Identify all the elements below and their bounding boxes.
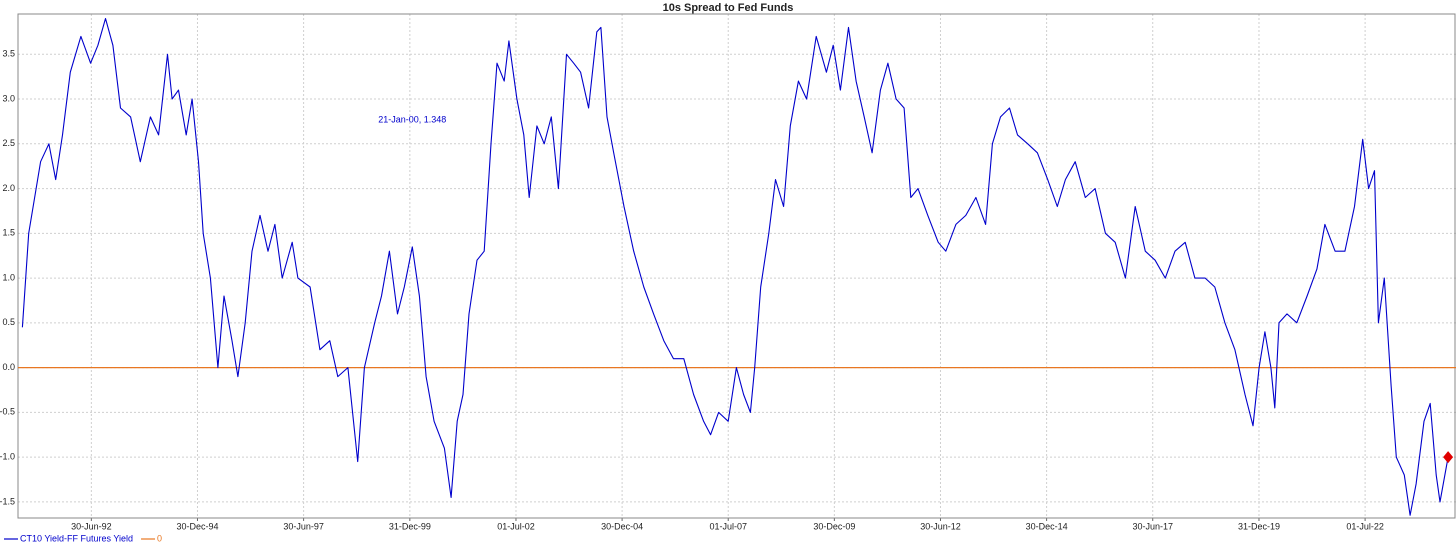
y-tick-label: -1.5 xyxy=(0,496,15,506)
x-tick-label: 30-Dec-09 xyxy=(813,521,855,531)
x-tick-label: 30-Jun-12 xyxy=(920,521,961,531)
y-tick-label: 2.0 xyxy=(2,183,15,193)
last-value-marker xyxy=(1443,451,1454,464)
plot-frame xyxy=(17,13,1456,519)
legend-label: 0 xyxy=(157,533,162,543)
x-tick-label: 01-Jul-07 xyxy=(709,521,747,531)
x-tick-label: 30-Jun-97 xyxy=(283,521,324,531)
y-tick-label: 3.0 xyxy=(2,93,15,103)
y-tick-label: 2.5 xyxy=(2,138,15,148)
y-tick-label: 0.5 xyxy=(2,317,15,327)
y-tick-label: -1.0 xyxy=(0,452,15,462)
y-tick-label: 3.5 xyxy=(2,49,15,59)
x-tick-label: 31-Dec-99 xyxy=(389,521,431,531)
y-tick-label: 1.0 xyxy=(2,272,15,282)
x-tick-label: 30-Dec-14 xyxy=(1026,521,1068,531)
y-tick-label: 0.0 xyxy=(2,362,15,372)
x-tick-label: 30-Dec-04 xyxy=(601,521,643,531)
legend-label: CT10 Yield-FF Futures Yield xyxy=(20,533,133,543)
x-tick-label: 01-Jul-02 xyxy=(497,521,535,531)
chart-title: 10s Spread to Fed Funds xyxy=(663,2,794,14)
y-tick-label: 1.5 xyxy=(2,228,15,238)
y-tick-label: -0.5 xyxy=(0,407,15,417)
annotation: 21-Jan-00, 1.348 xyxy=(378,114,446,124)
x-tick-label: 30-Jun-17 xyxy=(1132,521,1173,531)
x-tick-label: 30-Jun-92 xyxy=(71,521,112,531)
series-line xyxy=(21,17,1449,516)
x-tick-label: 31-Dec-19 xyxy=(1238,521,1280,531)
x-tick-label: 01-Jul-22 xyxy=(1346,521,1384,531)
x-tick-label: 30-Dec-94 xyxy=(176,521,218,531)
